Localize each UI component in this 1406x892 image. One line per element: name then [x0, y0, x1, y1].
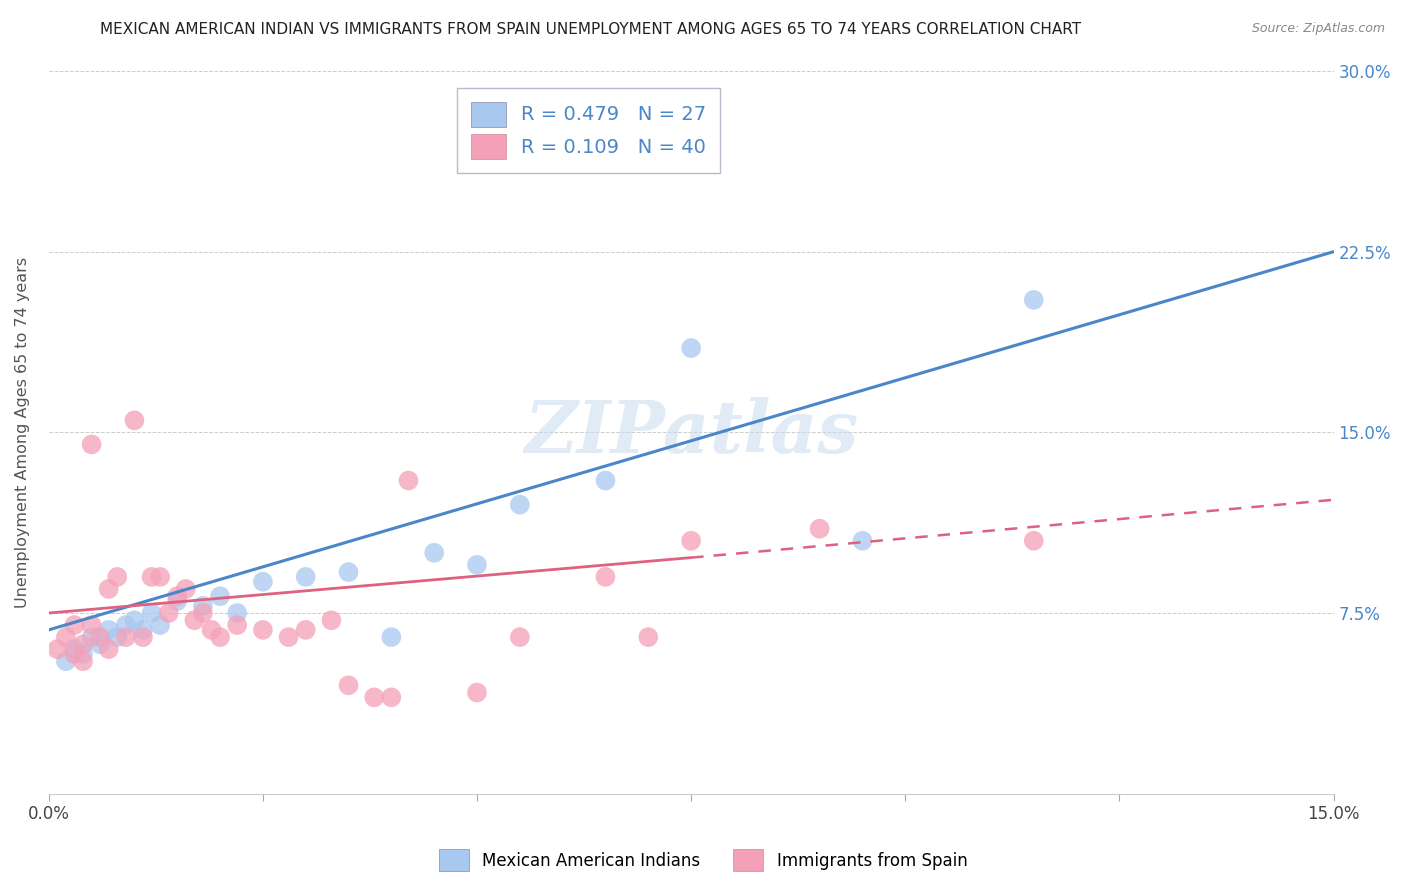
Point [209, 630, 232, 644]
Point [595, 474, 617, 488]
Point [294, 570, 316, 584]
Point [114, 618, 136, 632]
Point [277, 630, 299, 644]
Point [72, 637, 94, 651]
Point [46, 642, 69, 657]
Point [465, 558, 488, 572]
Point [97, 582, 120, 596]
Point [681, 533, 703, 548]
Point [141, 606, 163, 620]
Point [465, 685, 488, 699]
Point [337, 565, 360, 579]
Text: MEXICAN AMERICAN INDIAN VS IMMIGRANTS FROM SPAIN UNEMPLOYMENT AMONG AGES 65 TO 7: MEXICAN AMERICAN INDIAN VS IMMIGRANTS FR… [100, 22, 1081, 37]
Point [1022, 533, 1045, 548]
Point [398, 474, 420, 488]
Legend: R = 0.479   N = 27, R = 0.109   N = 40: R = 0.479 N = 27, R = 0.109 N = 40 [457, 88, 720, 173]
Point [141, 570, 163, 584]
Point [595, 570, 617, 584]
Point [149, 570, 172, 584]
Point [105, 630, 128, 644]
Point [63, 618, 86, 632]
Point [124, 413, 146, 427]
Point [509, 498, 531, 512]
Point [183, 613, 205, 627]
Point [149, 618, 172, 632]
Point [124, 613, 146, 627]
Point [55, 654, 77, 668]
Point [509, 630, 531, 644]
Point [55, 630, 77, 644]
Point [321, 613, 343, 627]
Point [63, 647, 86, 661]
Point [114, 630, 136, 644]
Point [132, 623, 155, 637]
Point [209, 589, 232, 603]
Point [157, 606, 180, 620]
Point [294, 623, 316, 637]
Point [191, 606, 214, 620]
Point [851, 533, 873, 548]
Point [166, 594, 188, 608]
Point [252, 623, 274, 637]
Point [380, 630, 402, 644]
Point [72, 654, 94, 668]
Point [423, 546, 446, 560]
Point [637, 630, 659, 644]
Point [72, 647, 94, 661]
Point [363, 690, 385, 705]
Point [200, 623, 222, 637]
Point [89, 637, 111, 651]
Y-axis label: Unemployment Among Ages 65 to 74 years: Unemployment Among Ages 65 to 74 years [15, 257, 30, 608]
Point [191, 599, 214, 613]
Text: ZIPatlas: ZIPatlas [524, 397, 858, 468]
Point [226, 606, 249, 620]
Point [132, 630, 155, 644]
Point [80, 630, 103, 644]
Point [380, 690, 402, 705]
Point [808, 522, 831, 536]
Point [166, 589, 188, 603]
Point [63, 642, 86, 657]
Point [89, 630, 111, 644]
Point [226, 618, 249, 632]
Point [252, 574, 274, 589]
Point [681, 341, 703, 355]
Legend: Mexican American Indians, Immigrants from Spain: Mexican American Indians, Immigrants fro… [430, 841, 976, 880]
Point [97, 623, 120, 637]
Point [105, 570, 128, 584]
Point [80, 437, 103, 451]
Point [1022, 293, 1045, 307]
Point [174, 582, 197, 596]
Text: Source: ZipAtlas.com: Source: ZipAtlas.com [1251, 22, 1385, 36]
Point [97, 642, 120, 657]
Point [337, 678, 360, 692]
Point [80, 618, 103, 632]
